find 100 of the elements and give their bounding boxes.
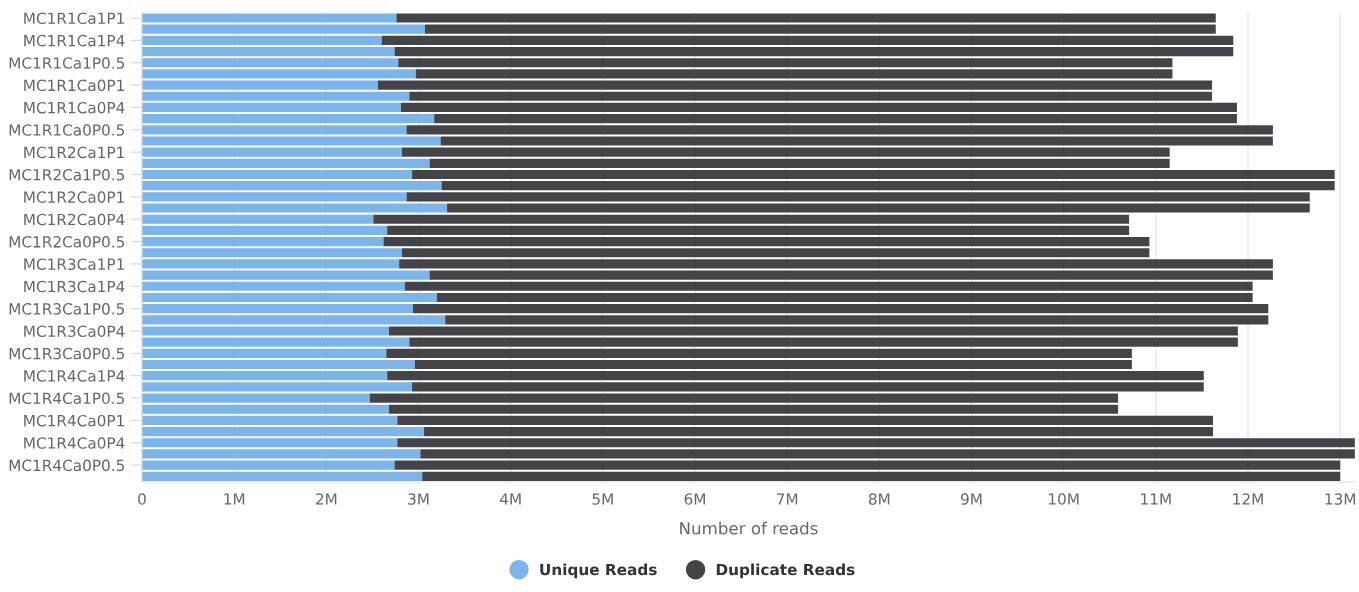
x-tick-label: 6M bbox=[684, 493, 705, 505]
bar bbox=[424, 24, 1216, 34]
bar bbox=[424, 427, 1213, 437]
y-tick-label: MC1R4Ca1P4 bbox=[24, 370, 125, 382]
bar bbox=[142, 304, 413, 314]
bar bbox=[434, 114, 1237, 124]
bar bbox=[142, 404, 390, 414]
bar bbox=[429, 158, 1170, 168]
bar bbox=[142, 337, 410, 347]
x-tick-label: 1M bbox=[224, 493, 245, 505]
bar bbox=[394, 460, 1341, 470]
bar bbox=[142, 136, 441, 146]
y-tick-label: MC1R3Ca0P0.5 bbox=[9, 347, 125, 360]
y-tick-label: MC1R3Ca0P4 bbox=[24, 325, 125, 338]
bar bbox=[142, 382, 413, 392]
bar bbox=[142, 393, 370, 403]
y-tick-label: MC1R1Ca1P0.5 bbox=[9, 57, 125, 69]
x-axis-title: Number of reads bbox=[680, 521, 818, 535]
bar bbox=[383, 236, 1150, 247]
y-tick-label: MC1R3Ca1P1 bbox=[24, 258, 124, 270]
bar bbox=[142, 58, 399, 68]
bar bbox=[142, 315, 446, 325]
bar bbox=[142, 203, 448, 213]
bar bbox=[142, 471, 423, 481]
x-tick-label: 4M bbox=[499, 493, 521, 505]
x-tick-label: 13M bbox=[1325, 493, 1355, 505]
legend-label: Duplicate Reads bbox=[716, 563, 855, 579]
bar bbox=[401, 102, 1237, 113]
y-tick-label: MC1R4Ca0P0.5 bbox=[9, 459, 125, 472]
y-tick-label: MC1R1Ca1P4 bbox=[24, 34, 125, 47]
bar bbox=[142, 259, 400, 269]
x-tick-label: 9M bbox=[961, 493, 982, 505]
bar bbox=[142, 169, 413, 180]
bar bbox=[445, 315, 1269, 325]
bar bbox=[412, 169, 1335, 180]
bar bbox=[142, 371, 388, 381]
bar bbox=[389, 404, 1119, 414]
y-tick-label: MC1R3Ca1P0.5 bbox=[9, 303, 125, 315]
bar bbox=[142, 80, 378, 90]
y-tick-label: MC1R4Ca0P4 bbox=[24, 437, 125, 449]
bar bbox=[142, 281, 405, 291]
x-tick-label: 0 bbox=[138, 493, 146, 505]
bar bbox=[369, 393, 1119, 403]
x-tick-label: 7M bbox=[776, 493, 798, 505]
bar bbox=[142, 69, 416, 79]
bar bbox=[142, 91, 410, 101]
y-tick-label: MC1R1Ca0P1 bbox=[24, 79, 124, 92]
bar bbox=[436, 292, 1253, 303]
bar bbox=[401, 147, 1170, 157]
y-tick-label: MC1R2Ca1P0.5 bbox=[9, 168, 125, 181]
bar bbox=[429, 270, 1273, 280]
bar bbox=[142, 248, 402, 258]
y-tick-label: MC1R1Ca0P0.5 bbox=[9, 124, 125, 136]
bar bbox=[142, 125, 407, 135]
bar bbox=[142, 270, 430, 280]
y-tick-label: MC1R2Ca0P0.5 bbox=[9, 236, 125, 248]
bar bbox=[387, 225, 1130, 235]
bar bbox=[399, 259, 1273, 269]
y-tick-label: MC1R3Ca1P4 bbox=[24, 280, 125, 293]
bar bbox=[404, 281, 1253, 291]
x-tick-label: 8M bbox=[868, 493, 890, 505]
bar bbox=[142, 438, 398, 448]
bar bbox=[441, 181, 1335, 191]
bar bbox=[142, 326, 390, 336]
bar bbox=[142, 35, 382, 45]
bar bbox=[142, 46, 395, 57]
bar bbox=[396, 13, 1216, 23]
bar bbox=[389, 326, 1238, 336]
x-tick-label: 3M bbox=[408, 493, 429, 505]
bar bbox=[401, 248, 1150, 258]
bar bbox=[142, 214, 374, 224]
bar bbox=[142, 102, 401, 113]
bar bbox=[412, 382, 1204, 392]
bar bbox=[142, 181, 442, 191]
bar bbox=[414, 359, 1132, 370]
bar bbox=[397, 415, 1213, 425]
bar bbox=[142, 292, 437, 303]
y-tick-label: MC1R4Ca1P0.5 bbox=[9, 392, 125, 405]
x-tick-label: 12M bbox=[1233, 493, 1263, 505]
bar bbox=[406, 125, 1273, 135]
bar bbox=[377, 80, 1213, 90]
x-tick-label: 10M bbox=[1049, 493, 1079, 505]
legend-label: Unique Reads bbox=[540, 563, 657, 579]
bar bbox=[415, 69, 1173, 79]
bar bbox=[397, 438, 1355, 448]
bar bbox=[142, 114, 435, 124]
bar bbox=[387, 371, 1204, 381]
bar bbox=[394, 46, 1234, 57]
bar bbox=[422, 471, 1341, 481]
bar bbox=[142, 192, 407, 202]
bar bbox=[142, 158, 430, 168]
bar bbox=[142, 236, 384, 247]
x-tick-label: 2M bbox=[316, 493, 337, 505]
bar bbox=[412, 304, 1269, 314]
bar bbox=[142, 13, 397, 23]
bar bbox=[142, 24, 425, 34]
bar bbox=[142, 225, 388, 235]
bar bbox=[409, 91, 1213, 101]
bar bbox=[142, 359, 415, 370]
bar bbox=[142, 449, 421, 459]
